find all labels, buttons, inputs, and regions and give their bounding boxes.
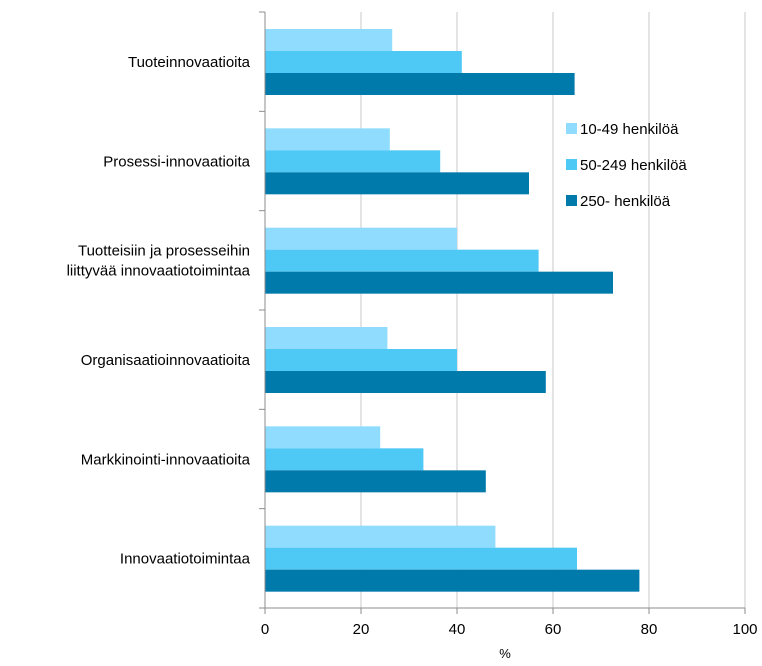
bar	[265, 525, 496, 548]
x-tick-label: 40	[449, 621, 466, 638]
bar	[265, 349, 457, 371]
x-tick-label: 0	[261, 621, 269, 638]
legend-label: 50-249 henkilöä	[580, 157, 687, 174]
x-tick-label: 60	[545, 621, 562, 638]
legend: 10-49 henkilöä 50-249 henkilöä 250- henkil…	[566, 121, 687, 210]
bar	[265, 327, 388, 349]
legend-label: 10-49 henkilöä	[580, 121, 679, 138]
bar	[265, 271, 613, 294]
bar	[265, 249, 539, 272]
bar	[265, 569, 640, 592]
bar	[265, 51, 462, 73]
bar	[265, 172, 529, 195]
legend-label: 250- henkilöä	[580, 193, 671, 210]
category-label: Tuoteinnovaatioita	[128, 54, 251, 71]
category-label: Prosessi-innovaatioita	[103, 153, 250, 170]
bar	[265, 470, 486, 493]
bar	[265, 448, 424, 471]
legend-swatch	[566, 159, 577, 170]
bar	[265, 150, 441, 173]
x-tick-label: 80	[641, 621, 658, 638]
category-label: Markkinointi-innovaatioita	[81, 451, 251, 468]
legend-swatch	[566, 123, 577, 134]
bar	[265, 547, 577, 570]
category-label: Organisaatioinnovaatioita	[81, 352, 251, 369]
bars	[265, 29, 640, 592]
x-tick-label: 100	[732, 621, 757, 638]
category-label: Tuotteisiin ja prosesseihin liittyvää inn…	[67, 243, 251, 280]
gridlines	[360, 12, 746, 608]
legend-swatch	[566, 195, 577, 206]
bar	[265, 371, 546, 393]
bar	[265, 227, 457, 250]
x-tick-label: 20	[353, 621, 370, 638]
bar	[265, 29, 393, 51]
tick-labels: 0 20 40 60 80 100	[261, 621, 758, 638]
x-axis-title: %	[499, 646, 511, 661]
category-label: Innovaatiotoimintaa	[120, 551, 251, 568]
axes	[259, 11, 746, 614]
bar	[265, 128, 390, 151]
category-labels: Tuoteinnovaatioita Prosessi-innovaatioita…	[67, 54, 251, 568]
bar	[265, 73, 575, 95]
bar	[265, 426, 381, 449]
